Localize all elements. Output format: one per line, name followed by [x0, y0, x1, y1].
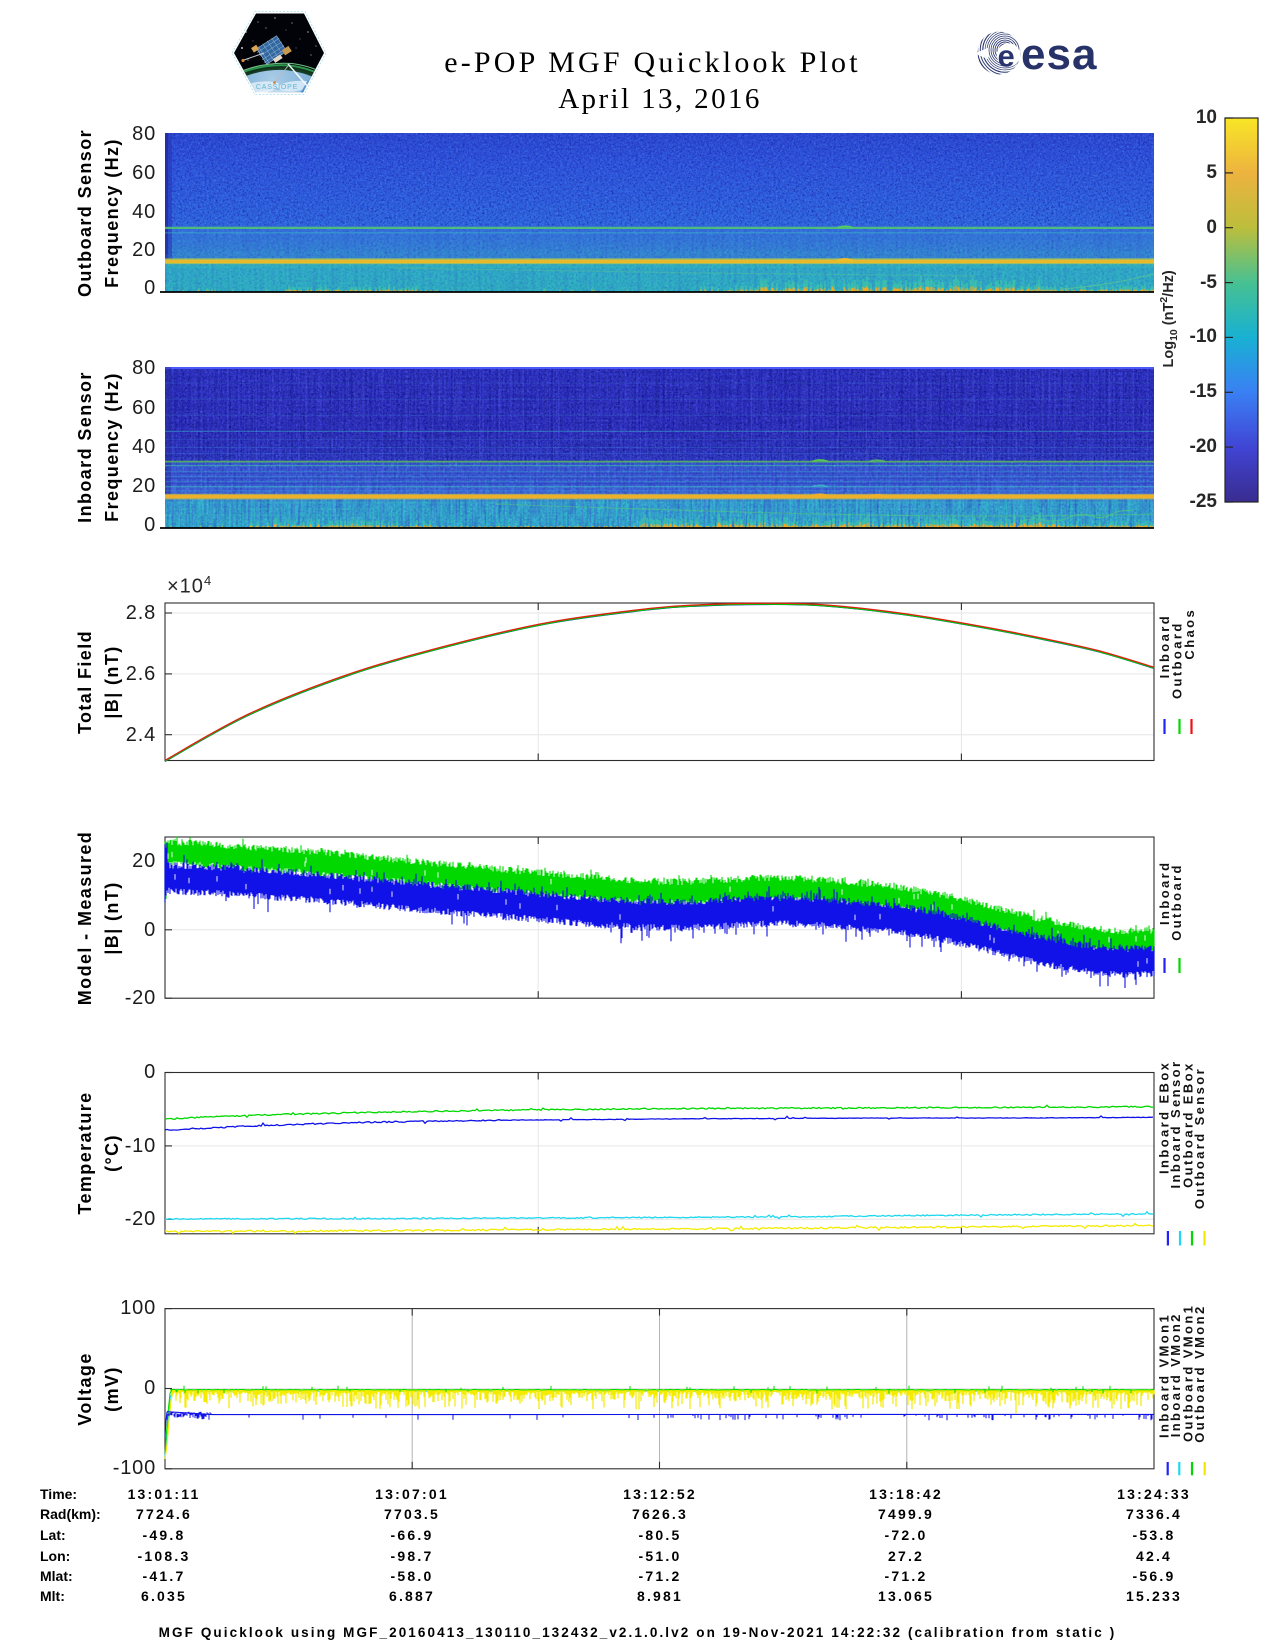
svg-text:Outboard VMon2: Outboard VMon2: [1192, 1304, 1207, 1442]
svg-text:Inboard EBox: Inboard EBox: [1157, 1061, 1172, 1174]
svg-text:Inboard: Inboard: [1157, 614, 1172, 678]
svg-text:Inboard VMon2: Inboard VMon2: [1168, 1312, 1183, 1437]
svg-text:e: e: [998, 39, 1015, 74]
svg-text:esa: esa: [1021, 30, 1097, 79]
svg-text:CASSIOPE: CASSIOPE: [256, 84, 298, 91]
svg-text:Outboard VMon1: Outboard VMon1: [1181, 1304, 1196, 1442]
svg-text:Outboard: Outboard: [1170, 621, 1185, 699]
svg-text:Chaos: Chaos: [1182, 608, 1197, 660]
svg-text:Inboard Sensor: Inboard Sensor: [1168, 1060, 1183, 1189]
svg-text:Inboard: Inboard: [1157, 861, 1172, 925]
svg-text:Inboard VMon1: Inboard VMon1: [1157, 1313, 1172, 1438]
svg-text:Outboard EBox: Outboard EBox: [1181, 1061, 1196, 1188]
svg-text:Outboard Sensor: Outboard Sensor: [1192, 1067, 1207, 1209]
svg-text:Outboard: Outboard: [1169, 863, 1184, 941]
